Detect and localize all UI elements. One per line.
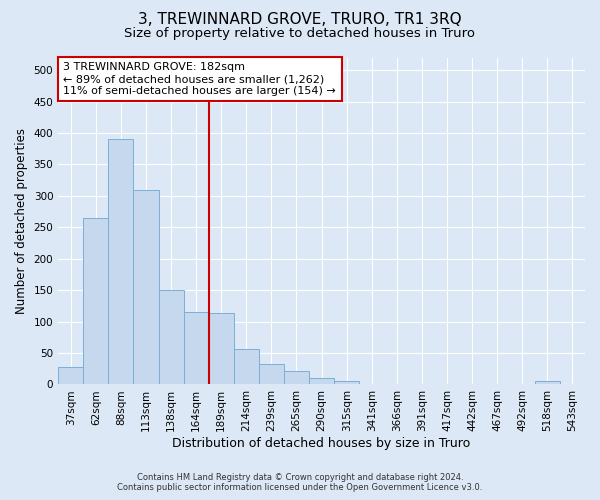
Y-axis label: Number of detached properties: Number of detached properties xyxy=(15,128,28,314)
Bar xyxy=(334,382,359,384)
Bar xyxy=(109,139,133,384)
Bar xyxy=(259,364,284,384)
Bar xyxy=(535,382,560,384)
Bar xyxy=(133,190,158,384)
Text: 3, TREWINNARD GROVE, TRURO, TR1 3RQ: 3, TREWINNARD GROVE, TRURO, TR1 3RQ xyxy=(138,12,462,28)
Bar xyxy=(184,312,209,384)
Text: Size of property relative to detached houses in Truro: Size of property relative to detached ho… xyxy=(125,28,476,40)
Bar xyxy=(209,314,234,384)
Bar xyxy=(83,218,109,384)
Bar xyxy=(58,368,83,384)
Bar xyxy=(284,370,309,384)
Bar xyxy=(158,290,184,384)
X-axis label: Distribution of detached houses by size in Truro: Distribution of detached houses by size … xyxy=(172,437,471,450)
Text: Contains HM Land Registry data © Crown copyright and database right 2024.
Contai: Contains HM Land Registry data © Crown c… xyxy=(118,473,482,492)
Bar xyxy=(309,378,334,384)
Text: 3 TREWINNARD GROVE: 182sqm
← 89% of detached houses are smaller (1,262)
11% of s: 3 TREWINNARD GROVE: 182sqm ← 89% of deta… xyxy=(64,62,336,96)
Bar xyxy=(234,348,259,384)
